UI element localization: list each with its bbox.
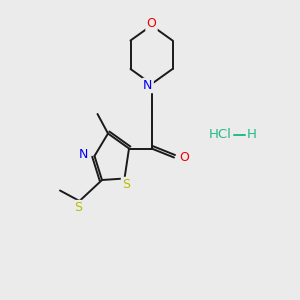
Text: S: S xyxy=(122,178,130,191)
Text: S: S xyxy=(74,201,82,214)
Text: N: N xyxy=(79,148,88,161)
Text: HCl: HCl xyxy=(209,128,232,142)
Text: O: O xyxy=(179,151,189,164)
Text: O: O xyxy=(147,17,156,31)
Text: H: H xyxy=(247,128,257,142)
Text: N: N xyxy=(143,79,153,92)
